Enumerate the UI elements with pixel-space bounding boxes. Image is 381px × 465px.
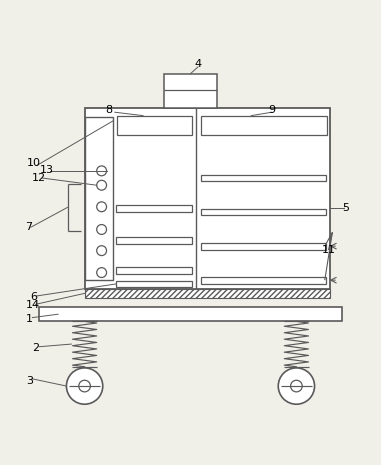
Text: 12: 12 (32, 173, 46, 183)
Circle shape (97, 180, 107, 190)
Bar (116, 267, 192, 274)
Text: 4: 4 (195, 59, 202, 69)
Circle shape (97, 225, 107, 234)
Text: 9: 9 (268, 105, 275, 114)
Circle shape (79, 380, 90, 392)
Circle shape (97, 202, 107, 212)
Bar (164, 73, 217, 108)
Bar (116, 237, 192, 244)
Text: 8: 8 (106, 105, 113, 114)
Circle shape (278, 368, 315, 404)
Bar (116, 280, 192, 287)
Text: 14: 14 (26, 300, 40, 310)
Bar (85, 117, 113, 280)
Bar (117, 116, 192, 135)
Text: 10: 10 (27, 158, 40, 167)
Text: 11: 11 (322, 245, 336, 254)
Bar (85, 108, 330, 289)
Text: 6: 6 (30, 292, 37, 302)
Circle shape (97, 246, 107, 256)
Bar (202, 209, 326, 215)
Bar (201, 116, 327, 135)
Circle shape (97, 268, 107, 278)
Text: 3: 3 (26, 376, 33, 386)
Circle shape (66, 368, 103, 404)
Circle shape (97, 166, 107, 176)
Circle shape (291, 380, 302, 392)
Text: 7: 7 (25, 222, 32, 232)
Text: 1: 1 (26, 314, 33, 324)
Bar (85, 289, 330, 298)
Text: 13: 13 (40, 165, 54, 175)
Bar (202, 175, 326, 181)
Text: 5: 5 (342, 203, 349, 213)
Bar (202, 243, 326, 250)
Bar (39, 307, 342, 321)
Bar (116, 205, 192, 212)
Text: 2: 2 (32, 343, 39, 353)
Bar (202, 277, 326, 284)
